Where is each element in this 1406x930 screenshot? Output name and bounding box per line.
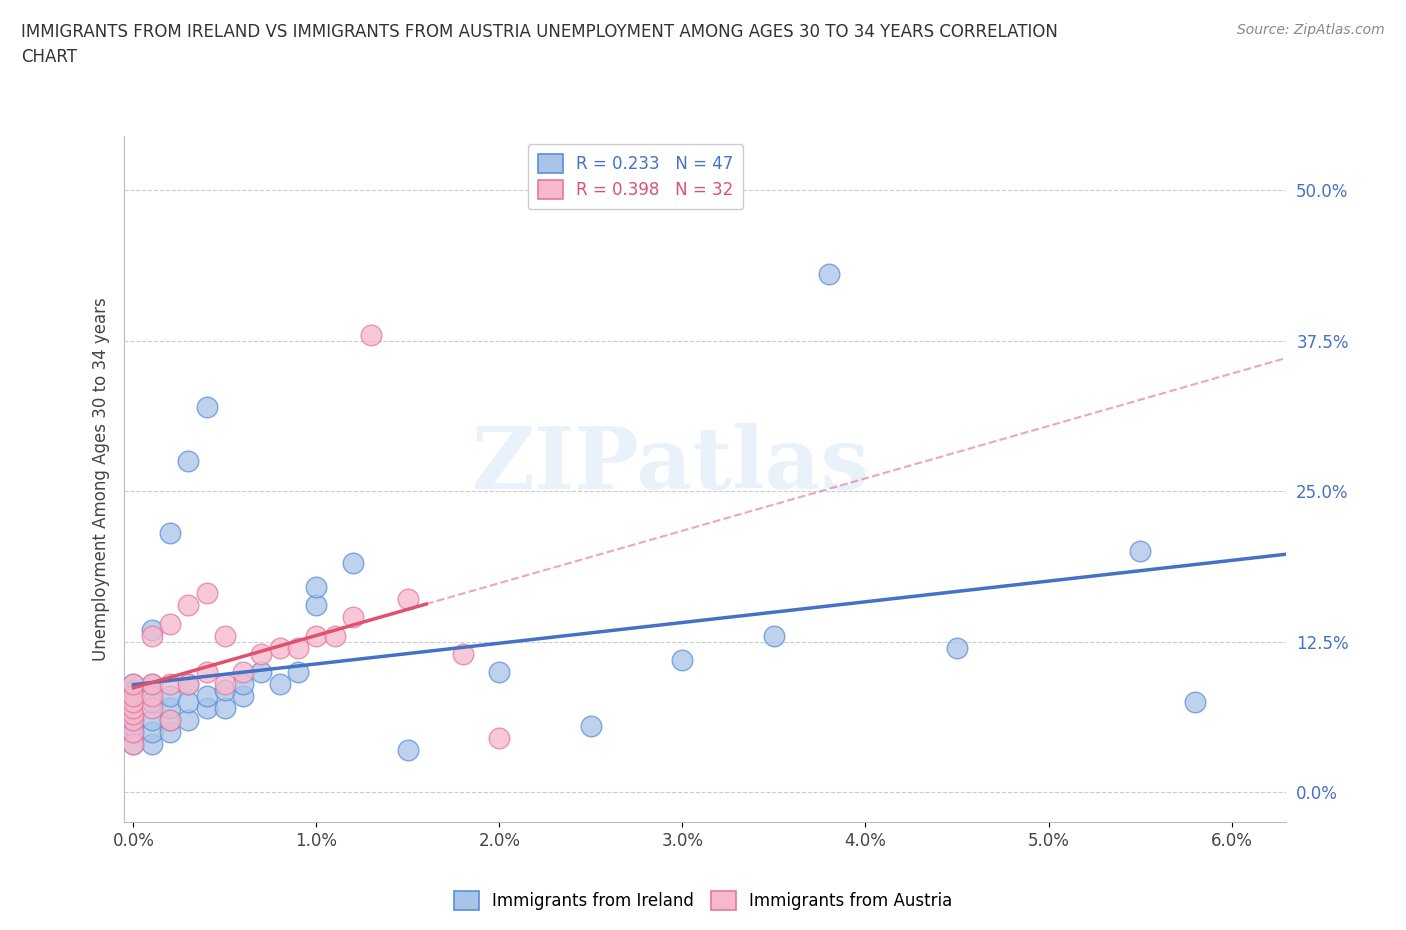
Y-axis label: Unemployment Among Ages 30 to 34 years: Unemployment Among Ages 30 to 34 years <box>93 298 110 661</box>
Point <box>122 688 145 703</box>
Point <box>141 700 163 715</box>
Point <box>269 640 291 655</box>
Point <box>342 610 364 625</box>
Point <box>159 676 181 691</box>
Point <box>159 724 181 739</box>
Point <box>177 676 200 691</box>
Point <box>232 688 254 703</box>
Point <box>141 676 163 691</box>
Text: ZIPatlas: ZIPatlas <box>471 423 869 507</box>
Point <box>159 616 181 631</box>
Point <box>195 586 218 601</box>
Text: IMMIGRANTS FROM IRELAND VS IMMIGRANTS FROM AUSTRIA UNEMPLOYMENT AMONG AGES 30 TO: IMMIGRANTS FROM IRELAND VS IMMIGRANTS FR… <box>21 23 1057 66</box>
Legend: R = 0.233   N = 47, R = 0.398   N = 32: R = 0.233 N = 47, R = 0.398 N = 32 <box>527 144 744 209</box>
Point <box>671 652 693 667</box>
Point <box>177 598 200 613</box>
Point <box>305 628 328 643</box>
Point <box>214 683 236 698</box>
Point <box>122 707 145 722</box>
Point <box>141 622 163 637</box>
Point <box>122 676 145 691</box>
Point <box>159 525 181 540</box>
Point <box>1184 695 1206 710</box>
Point <box>177 695 200 710</box>
Point <box>122 688 145 703</box>
Point <box>177 712 200 727</box>
Point <box>141 695 163 710</box>
Point <box>122 700 145 715</box>
Point <box>122 707 145 722</box>
Point <box>141 712 163 727</box>
Point <box>214 700 236 715</box>
Point <box>488 664 510 679</box>
Point <box>122 737 145 751</box>
Point <box>360 327 382 342</box>
Point <box>122 683 145 698</box>
Point <box>141 737 163 751</box>
Point <box>579 718 602 733</box>
Point <box>488 730 510 745</box>
Point <box>250 646 273 661</box>
Point <box>122 695 145 710</box>
Point <box>122 700 145 715</box>
Point <box>159 712 181 727</box>
Point <box>122 712 145 727</box>
Point <box>287 664 309 679</box>
Legend: Immigrants from Ireland, Immigrants from Austria: Immigrants from Ireland, Immigrants from… <box>447 884 959 917</box>
Point <box>122 712 145 727</box>
Point <box>1129 544 1152 559</box>
Point <box>141 724 163 739</box>
Point <box>195 664 218 679</box>
Point <box>141 688 163 703</box>
Point <box>122 724 145 739</box>
Point <box>214 628 236 643</box>
Point <box>342 556 364 571</box>
Point <box>305 598 328 613</box>
Point <box>141 676 163 691</box>
Point <box>122 718 145 733</box>
Point <box>122 695 145 710</box>
Point <box>141 628 163 643</box>
Point <box>195 399 218 414</box>
Point <box>451 646 474 661</box>
Point <box>122 737 145 751</box>
Point <box>214 676 236 691</box>
Point <box>177 454 200 469</box>
Point <box>195 688 218 703</box>
Point <box>396 742 419 757</box>
Point <box>818 267 841 282</box>
Point <box>762 628 785 643</box>
Point <box>396 592 419 607</box>
Point <box>177 676 200 691</box>
Point <box>946 640 969 655</box>
Point <box>159 712 181 727</box>
Point <box>232 676 254 691</box>
Point <box>305 580 328 595</box>
Point <box>122 724 145 739</box>
Point <box>159 688 181 703</box>
Point <box>195 700 218 715</box>
Point <box>287 640 309 655</box>
Point <box>232 664 254 679</box>
Point <box>122 676 145 691</box>
Text: Source: ZipAtlas.com: Source: ZipAtlas.com <box>1237 23 1385 37</box>
Point <box>250 664 273 679</box>
Point <box>323 628 346 643</box>
Point <box>269 676 291 691</box>
Point <box>159 700 181 715</box>
